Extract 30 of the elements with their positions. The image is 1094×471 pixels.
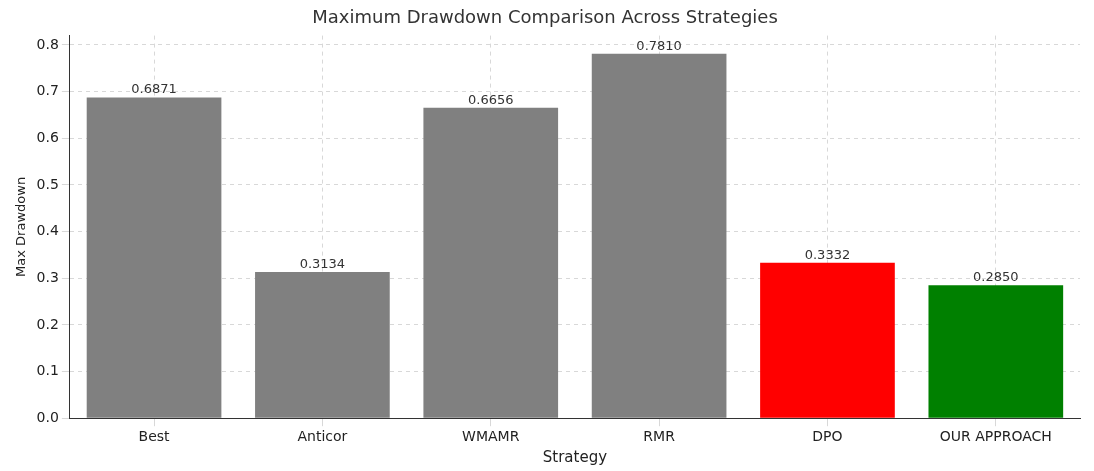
bar xyxy=(86,97,222,418)
x-tick-label: DPO xyxy=(812,428,843,445)
y-tick-label: 0.4 xyxy=(36,222,59,239)
y-tick-label: 0.6 xyxy=(36,128,59,145)
y-tick-label: 0.7 xyxy=(36,82,59,99)
data-label: 0.3134 xyxy=(299,255,346,271)
y-axis-title: Max Drawdown xyxy=(13,176,29,277)
chart-title: Maximum Drawdown Comparison Across Strategies xyxy=(312,6,778,28)
data-label: 0.7810 xyxy=(636,37,682,53)
bar xyxy=(760,262,895,418)
x-tick-label: WMAMR xyxy=(462,428,520,445)
y-tick-label: 0.2 xyxy=(36,315,59,332)
y-tick-label: 0.1 xyxy=(36,362,59,379)
data-label: 0.6656 xyxy=(468,91,514,107)
x-tick-label: Best xyxy=(138,428,171,445)
x-axis-title: Strategy xyxy=(542,447,608,466)
data-label: 0.3332 xyxy=(804,246,851,262)
y-tick-label: 0.5 xyxy=(36,175,59,192)
data-label: 0.2850 xyxy=(973,269,1019,285)
y-tick-label: 0.0 xyxy=(36,408,59,425)
y-tick-label: 0.8 xyxy=(36,35,59,52)
x-tick-label: RMR xyxy=(643,428,676,445)
data-label: 0.6871 xyxy=(131,81,177,97)
x-tick-label: Anticor xyxy=(297,428,348,445)
bar xyxy=(423,107,559,418)
y-tick-label: 0.3 xyxy=(36,268,59,285)
x-tick-label: OUR APPROACH xyxy=(939,428,1052,445)
bar xyxy=(255,271,390,418)
bar xyxy=(591,53,727,418)
bar xyxy=(928,285,1064,418)
